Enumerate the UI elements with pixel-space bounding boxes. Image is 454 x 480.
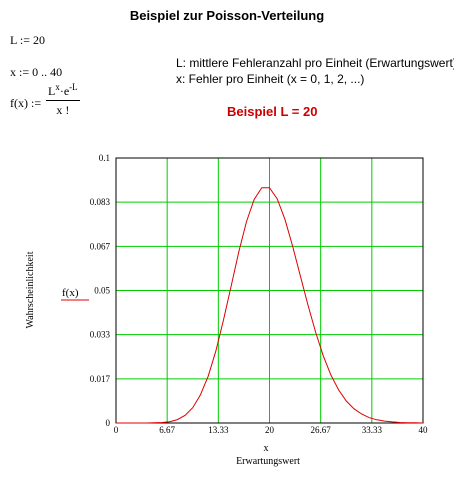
- x-tick-label: 20: [265, 425, 275, 435]
- formula-L: L: [48, 84, 56, 98]
- y-tick-label: 0.05: [94, 286, 110, 296]
- formula-fraction: Lx·e-L x !: [46, 82, 80, 118]
- definition-L: L := 20: [10, 33, 45, 47]
- x-tick-label: 6.67: [159, 425, 175, 435]
- series-line-f-x: [116, 187, 424, 424]
- x-tick-label: 13.33: [208, 425, 229, 435]
- x-tick-label: 33.33: [362, 425, 383, 435]
- formula-numerator: Lx·e-L: [46, 82, 80, 101]
- example-label: Beispiel L = 20: [227, 104, 318, 119]
- definition-x: x := 0 .. 40: [10, 65, 63, 79]
- y-axis-label: Wahrscheinlichkeit: [25, 251, 36, 328]
- x-tick-labels: 0 6.67 13.33 20 26.67 33.33 40: [114, 425, 428, 435]
- chart-grid: [116, 158, 423, 423]
- description-line-2: x: Fehler pro Einheit (x = 0, 1, 2, ...): [176, 72, 365, 86]
- x-tick-label: 26.67: [311, 425, 332, 435]
- formula-denominator: x !: [56, 103, 70, 117]
- y-tick-labels: 0 0.017 0.033 0.05 0.067 0.083 0.1: [90, 153, 111, 428]
- formula-e: ·e: [59, 84, 70, 98]
- page-title: Beispiel zur Poisson-Verteilung: [129, 8, 325, 23]
- y-tick-label: 0: [106, 418, 111, 428]
- x-axis-label: x: [264, 443, 269, 454]
- y-tick-label: 0.067: [90, 241, 111, 251]
- y-tick-label: 0.083: [90, 197, 111, 207]
- description-line-1: L: mittlere Fehleranzahl pro Einheit (Er…: [176, 56, 454, 70]
- x-axis-label-2: Erwartungswert: [236, 456, 300, 467]
- formula-exponent-minus-L: -L: [69, 82, 78, 92]
- x-tick-label: 40: [419, 425, 429, 435]
- y-tick-label: 0.033: [90, 330, 111, 340]
- x-tick-label: 0: [114, 425, 119, 435]
- plot-frame: [115, 157, 424, 424]
- y-tick-label: 0.1: [99, 153, 110, 163]
- y-tick-label: 0.017: [90, 374, 111, 384]
- formula-exponent-x: x: [55, 82, 60, 92]
- definition-f-lhs: f(x) :=: [10, 96, 42, 110]
- legend-label: f(x): [62, 287, 79, 299]
